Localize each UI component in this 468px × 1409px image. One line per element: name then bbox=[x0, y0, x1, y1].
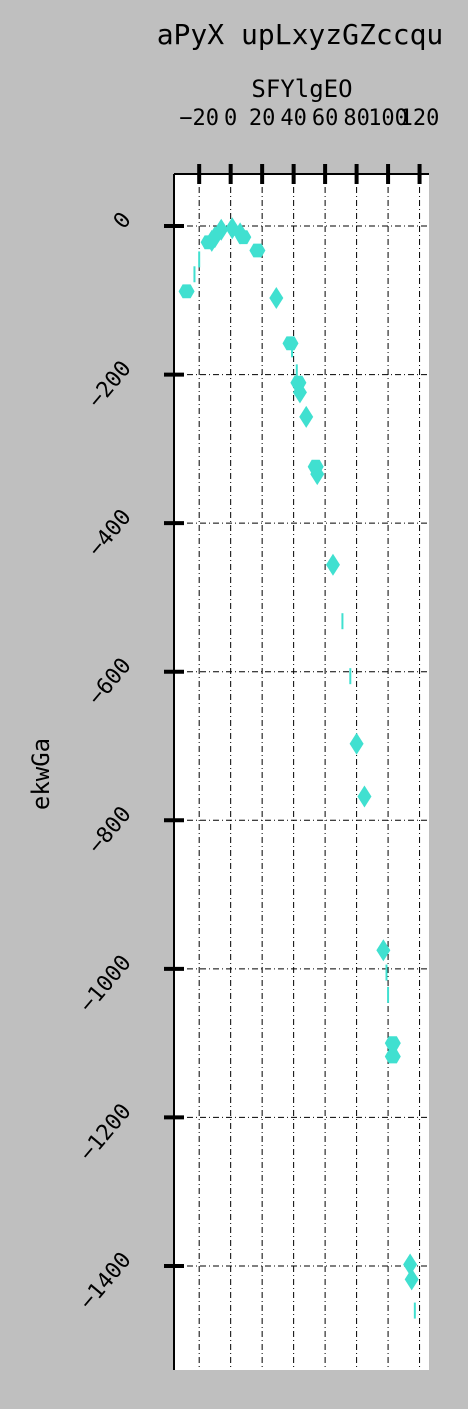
data-point-diamond bbox=[376, 939, 391, 962]
y-tick-label: 0 bbox=[109, 208, 137, 234]
x-tick-label: 60 bbox=[312, 106, 339, 131]
x-tick-label: 80 bbox=[343, 106, 370, 131]
y-tick-label: −400 bbox=[83, 505, 136, 562]
data-point-diamond bbox=[325, 553, 340, 576]
data-point-hexagon bbox=[384, 1049, 401, 1064]
data-point-diamond bbox=[349, 732, 364, 755]
y-tick-label: −1000 bbox=[75, 951, 137, 1018]
data-point-diamond bbox=[310, 463, 325, 486]
grid-lines bbox=[174, 174, 429, 1370]
data-points bbox=[178, 217, 419, 1319]
x-tick-label: 20 bbox=[249, 106, 276, 131]
data-point-diamond bbox=[299, 405, 314, 428]
x-tick-label: 120 bbox=[400, 106, 440, 131]
y-tick-label: −1200 bbox=[75, 1099, 137, 1166]
y-tick-label: −800 bbox=[83, 802, 136, 859]
data-point-diamond bbox=[403, 1253, 418, 1276]
y-axis-ticks: 0 −200 −400 −600 −800 −1000 −1200 −1400 bbox=[75, 208, 184, 1315]
x-tick-label: −20 bbox=[179, 106, 219, 131]
plot-area bbox=[174, 174, 429, 1370]
data-point-hexagon bbox=[249, 243, 266, 258]
data-point-diamond bbox=[214, 218, 229, 241]
chart-title: aPyX upLxyzGZccqu bbox=[157, 18, 444, 51]
data-point-diamond bbox=[404, 1268, 419, 1291]
data-point-hexagon bbox=[384, 1036, 401, 1051]
data-point-diamond bbox=[357, 785, 372, 808]
y-axis-label: ekwGa bbox=[27, 738, 55, 810]
x-axis-label: SFYlgEO bbox=[251, 75, 352, 103]
x-tick-label: 0 bbox=[224, 106, 237, 131]
y-tick-label: −600 bbox=[83, 654, 136, 711]
y-tick-label: −200 bbox=[83, 356, 136, 413]
x-tick-label: 40 bbox=[280, 106, 307, 131]
data-point-hexagon bbox=[282, 336, 299, 351]
data-point-diamond bbox=[269, 287, 284, 310]
data-point-hexagon bbox=[235, 230, 252, 245]
x-tick-label: 100 bbox=[368, 106, 408, 131]
data-point-hexagon bbox=[178, 284, 195, 299]
data-point-diamond bbox=[292, 381, 307, 404]
y-tick-label: −1400 bbox=[75, 1248, 137, 1315]
